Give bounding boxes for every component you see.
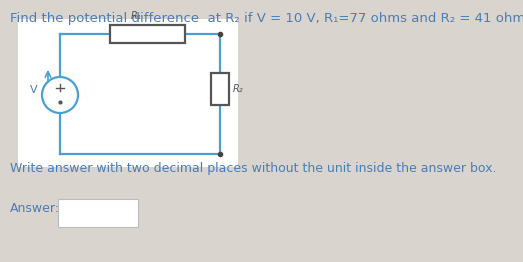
Text: Answer:: Answer: (10, 202, 60, 215)
Bar (211, 73, 229, 105)
Circle shape (42, 77, 78, 113)
Text: R₁: R₁ (131, 11, 142, 21)
Text: Find the potential difference  at R₂ if V = 10 V, R₁=77 ohms and R₂ = 41 ohms: Find the potential difference at R₂ if V… (10, 12, 523, 25)
Text: R₂: R₂ (233, 84, 244, 94)
FancyBboxPatch shape (58, 199, 138, 227)
Text: V: V (30, 85, 38, 95)
Bar (110, 25, 185, 43)
FancyBboxPatch shape (18, 19, 238, 167)
Text: Write answer with two decimal places without the unit inside the answer box.: Write answer with two decimal places wit… (10, 162, 496, 175)
